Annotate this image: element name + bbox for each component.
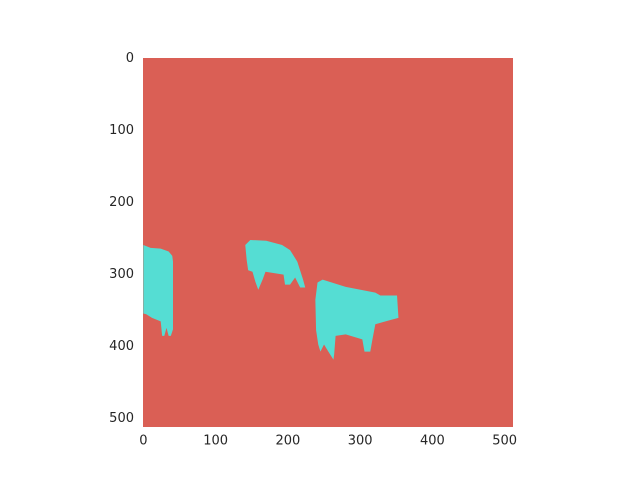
y-tick-label: 200: [109, 195, 134, 210]
y-tick-label: 100: [109, 123, 134, 138]
mask-region: [315, 279, 399, 360]
y-tick-label: 0: [126, 51, 134, 66]
x-tick-label: 300: [348, 434, 373, 449]
x-tick-label: 100: [203, 434, 228, 449]
x-tick-label: 400: [420, 434, 445, 449]
x-tick-label: 500: [492, 434, 517, 449]
y-tick-label: 500: [109, 411, 134, 426]
x-tick-label: 0: [139, 434, 147, 449]
mask-region: [143, 245, 173, 336]
mask-region: [245, 239, 306, 290]
y-tick-label: 300: [109, 267, 134, 282]
image-background: [143, 58, 513, 427]
y-tick-label: 400: [109, 339, 134, 354]
x-tick-label: 200: [275, 434, 300, 449]
